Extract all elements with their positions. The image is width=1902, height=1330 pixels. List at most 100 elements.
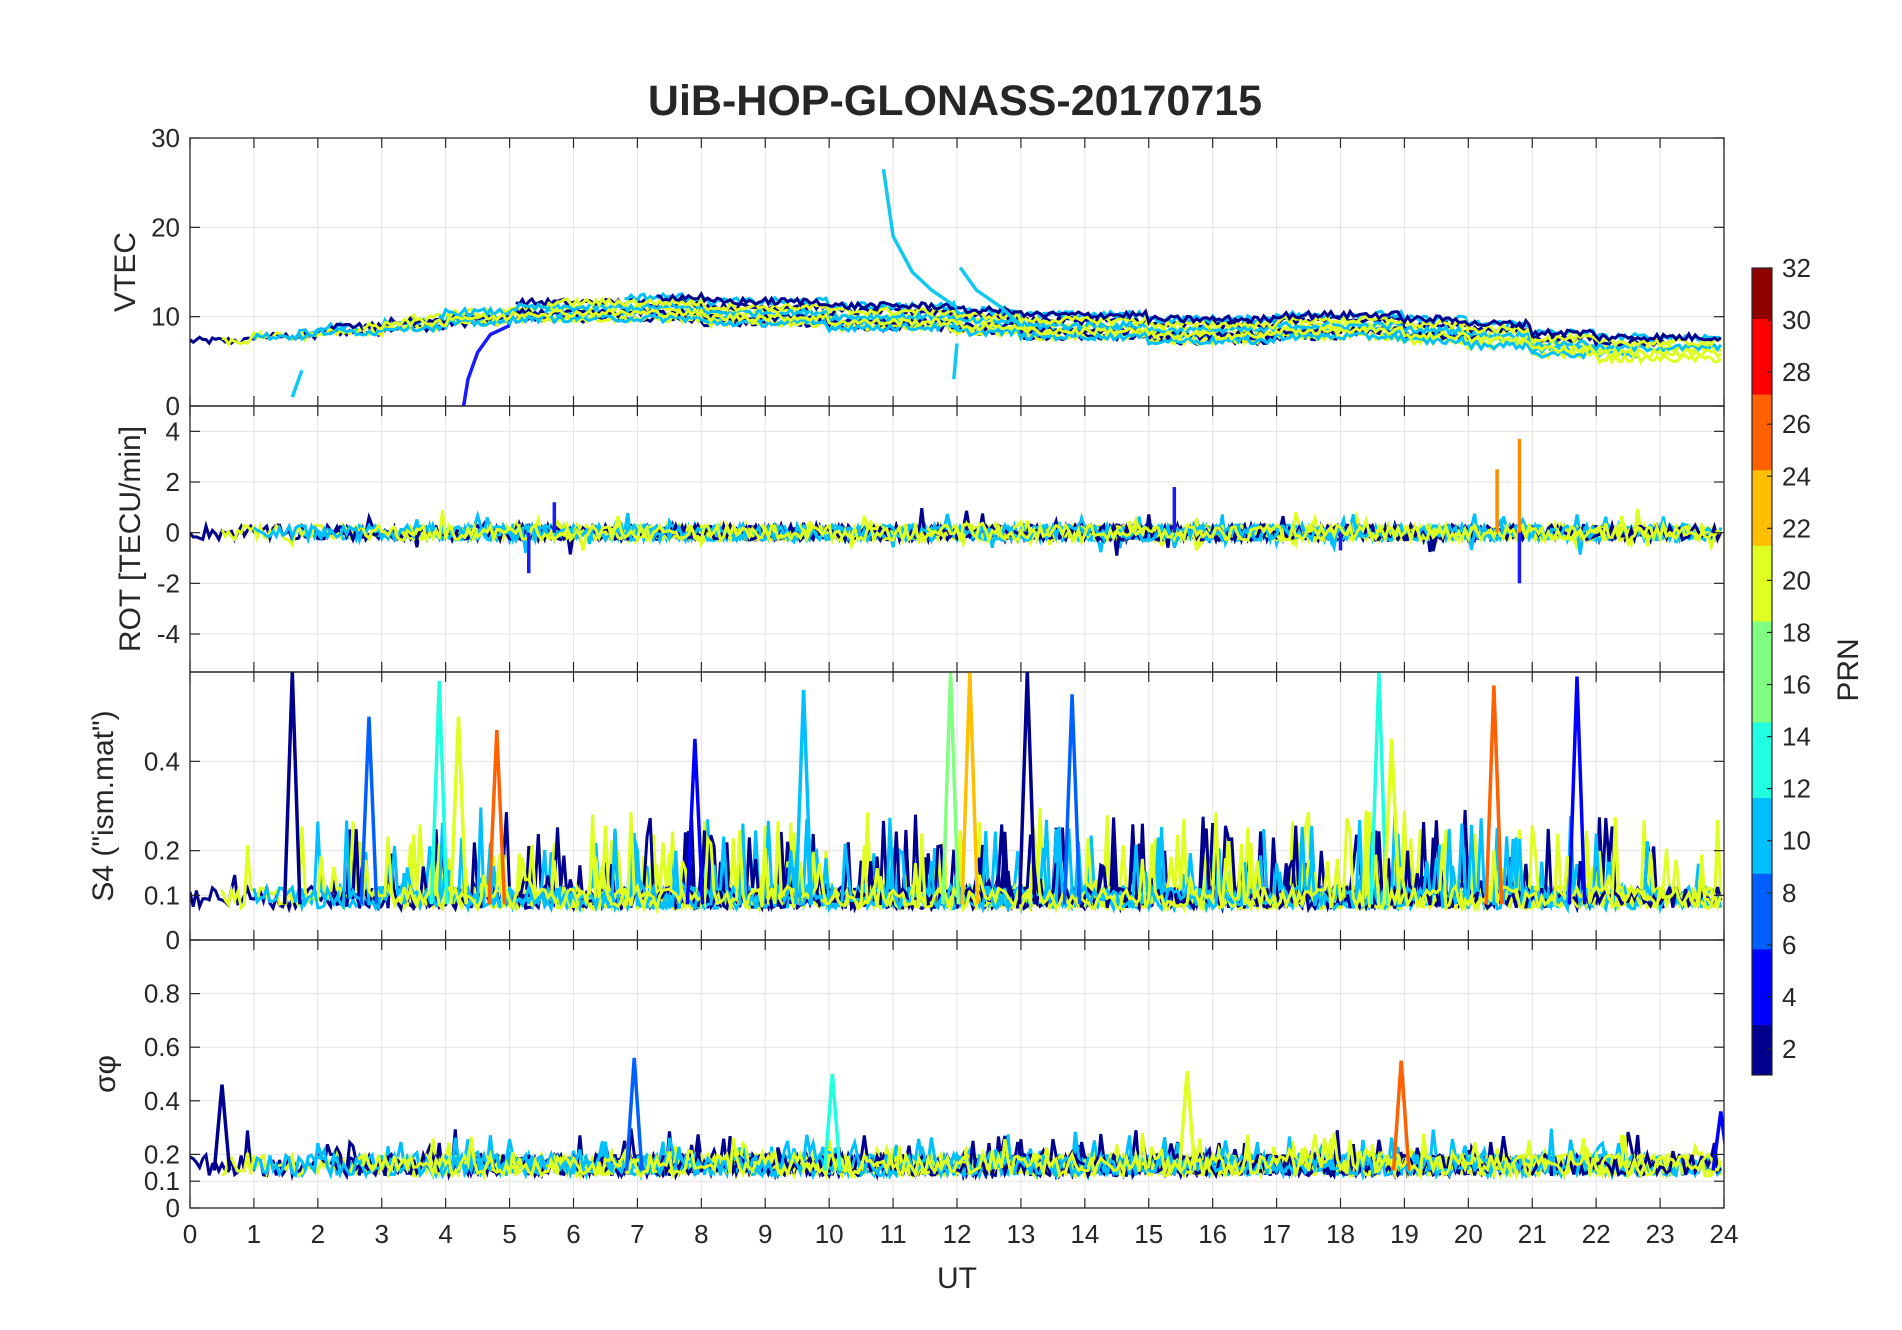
panel-4: 00.10.2 0.4 0.6 0.8 [144,939,1725,1223]
x-tick-label: 17 [1262,1219,1291,1249]
x-tick-label: 20 [1454,1219,1483,1249]
colorbar-swatch [1752,848,1772,874]
peak-line [1369,672,1389,905]
colorbar-tick-label: 24 [1782,461,1811,491]
colorbar-swatch [1752,343,1772,370]
colorbar-swatch [1752,419,1772,446]
peak-line [624,1057,644,1171]
panel-2: -4 -2 0 2 4 [157,405,1725,673]
colorbar-swatch [1752,595,1772,622]
panel-1: 0 10 20 30 [151,123,1725,421]
colorbar-swatch [1752,520,1772,546]
y-tick-label: 20 [151,212,180,242]
peak-line [487,730,507,905]
y-tick-label: 0 [166,518,180,548]
y-axis-label-s4: S4 ("ism.mat") [87,710,120,901]
colorbar-label: PRN [1832,638,1865,701]
peak-line [1567,676,1587,905]
peak-line [1017,672,1037,905]
peak-line [212,1084,232,1171]
y-axis-label-sigma-phi: σφ [89,1055,122,1093]
peak-line [449,716,468,905]
x-tick-label: 23 [1646,1219,1675,1249]
colorbar-swatch [1752,469,1772,496]
vtec-spike [290,369,304,398]
colorbar-swatch [1752,394,1772,420]
trace-line [546,295,1722,349]
x-tick-label: 7 [630,1219,644,1249]
peak-line [960,672,980,905]
colorbar-tick-label: 8 [1782,878,1796,908]
colorbar-tick-label: 16 [1782,670,1811,700]
colorbar-swatch [1752,974,1772,1000]
y-tick-label: 2 [166,467,180,497]
colorbar-swatch [1752,696,1772,723]
colorbar-tick-label: 4 [1782,982,1796,1012]
trace-line [361,510,1722,552]
x-tick-label: 9 [758,1219,772,1249]
y-tick-label: 0.2 [144,1139,180,1169]
colorbar-swatch [1752,268,1772,294]
peak-line [1382,738,1402,905]
y-tick-label: 0.1 [144,880,180,910]
colorbar-tick-label: 10 [1782,826,1811,856]
colorbar-tick-label: 26 [1782,409,1811,439]
panel-3: 0 0.1 0.2 0.4 [144,671,1725,955]
colorbar-swatch [1752,646,1772,672]
peak-line [359,716,379,905]
colorbar-swatch [1752,898,1772,925]
colorbar-swatch [1752,293,1772,319]
colorbar-tick-label: 12 [1782,774,1811,804]
x-tick-label: 18 [1326,1219,1355,1249]
colorbar-swatch [1752,747,1772,773]
x-tick-label: 10 [815,1219,844,1249]
colorbar-swatch [1752,621,1772,647]
colorbar-swatch [1752,772,1772,799]
peak-line [429,680,449,905]
colorbar-tick-label: 30 [1782,305,1811,335]
peak-line [822,1073,842,1171]
vtec-spike [881,169,958,310]
peak-line [1711,1111,1724,1171]
x-tick-label: 22 [1582,1219,1611,1249]
grid [190,137,1724,407]
colorbar-swatch [1752,797,1772,824]
colorbar-swatch [1752,999,1772,1026]
peak-line [1391,1060,1411,1171]
colorbar-swatch [1752,822,1772,849]
colorbar-tick-label: 18 [1782,617,1811,647]
y-tick-label: -2 [157,568,180,598]
colorbar-tick-label: 20 [1782,565,1811,595]
y-tick-label: 0.6 [144,1032,180,1062]
x-tick-label: 11 [880,1219,907,1249]
trace-line [252,312,1594,360]
x-tick-label: 3 [375,1219,389,1249]
y-tick-label: -4 [157,619,180,649]
traces [190,672,1723,915]
x-tick-label: 15 [1134,1219,1163,1249]
x-tick-labels: 0 1 2 3 4 5 6 7 8 9 10 11 12 13 14 15 16 17 18 19 20 21 22 23 24 [183,1219,1739,1249]
y-tick-label: 0.4 [144,1086,180,1116]
colorbar-swatch [1752,948,1772,975]
x-tick-label: 14 [1070,1219,1099,1249]
colorbar-swatch [1752,318,1772,345]
colorbar-tick-label: 6 [1782,930,1796,960]
y-tick-label: 0 [166,1193,180,1223]
x-tick-label: 19 [1390,1219,1419,1249]
colorbar-tick-label: 14 [1782,722,1811,752]
trace-line [361,1132,1723,1181]
peak-line [1484,685,1504,905]
y-tick-label: 30 [151,123,180,153]
y-tick-label: 0.2 [144,836,180,866]
trace-line [656,291,1722,344]
peak-line [941,672,961,905]
trace-line [329,306,1478,342]
colorbar-tick-label: 32 [1782,253,1811,283]
trace-line [438,302,1723,353]
trace-line [362,307,1722,360]
vtec-spike [461,324,511,406]
y-axis-label-vtec: VTEC [109,232,142,312]
x-tick-label: 0 [183,1219,197,1249]
